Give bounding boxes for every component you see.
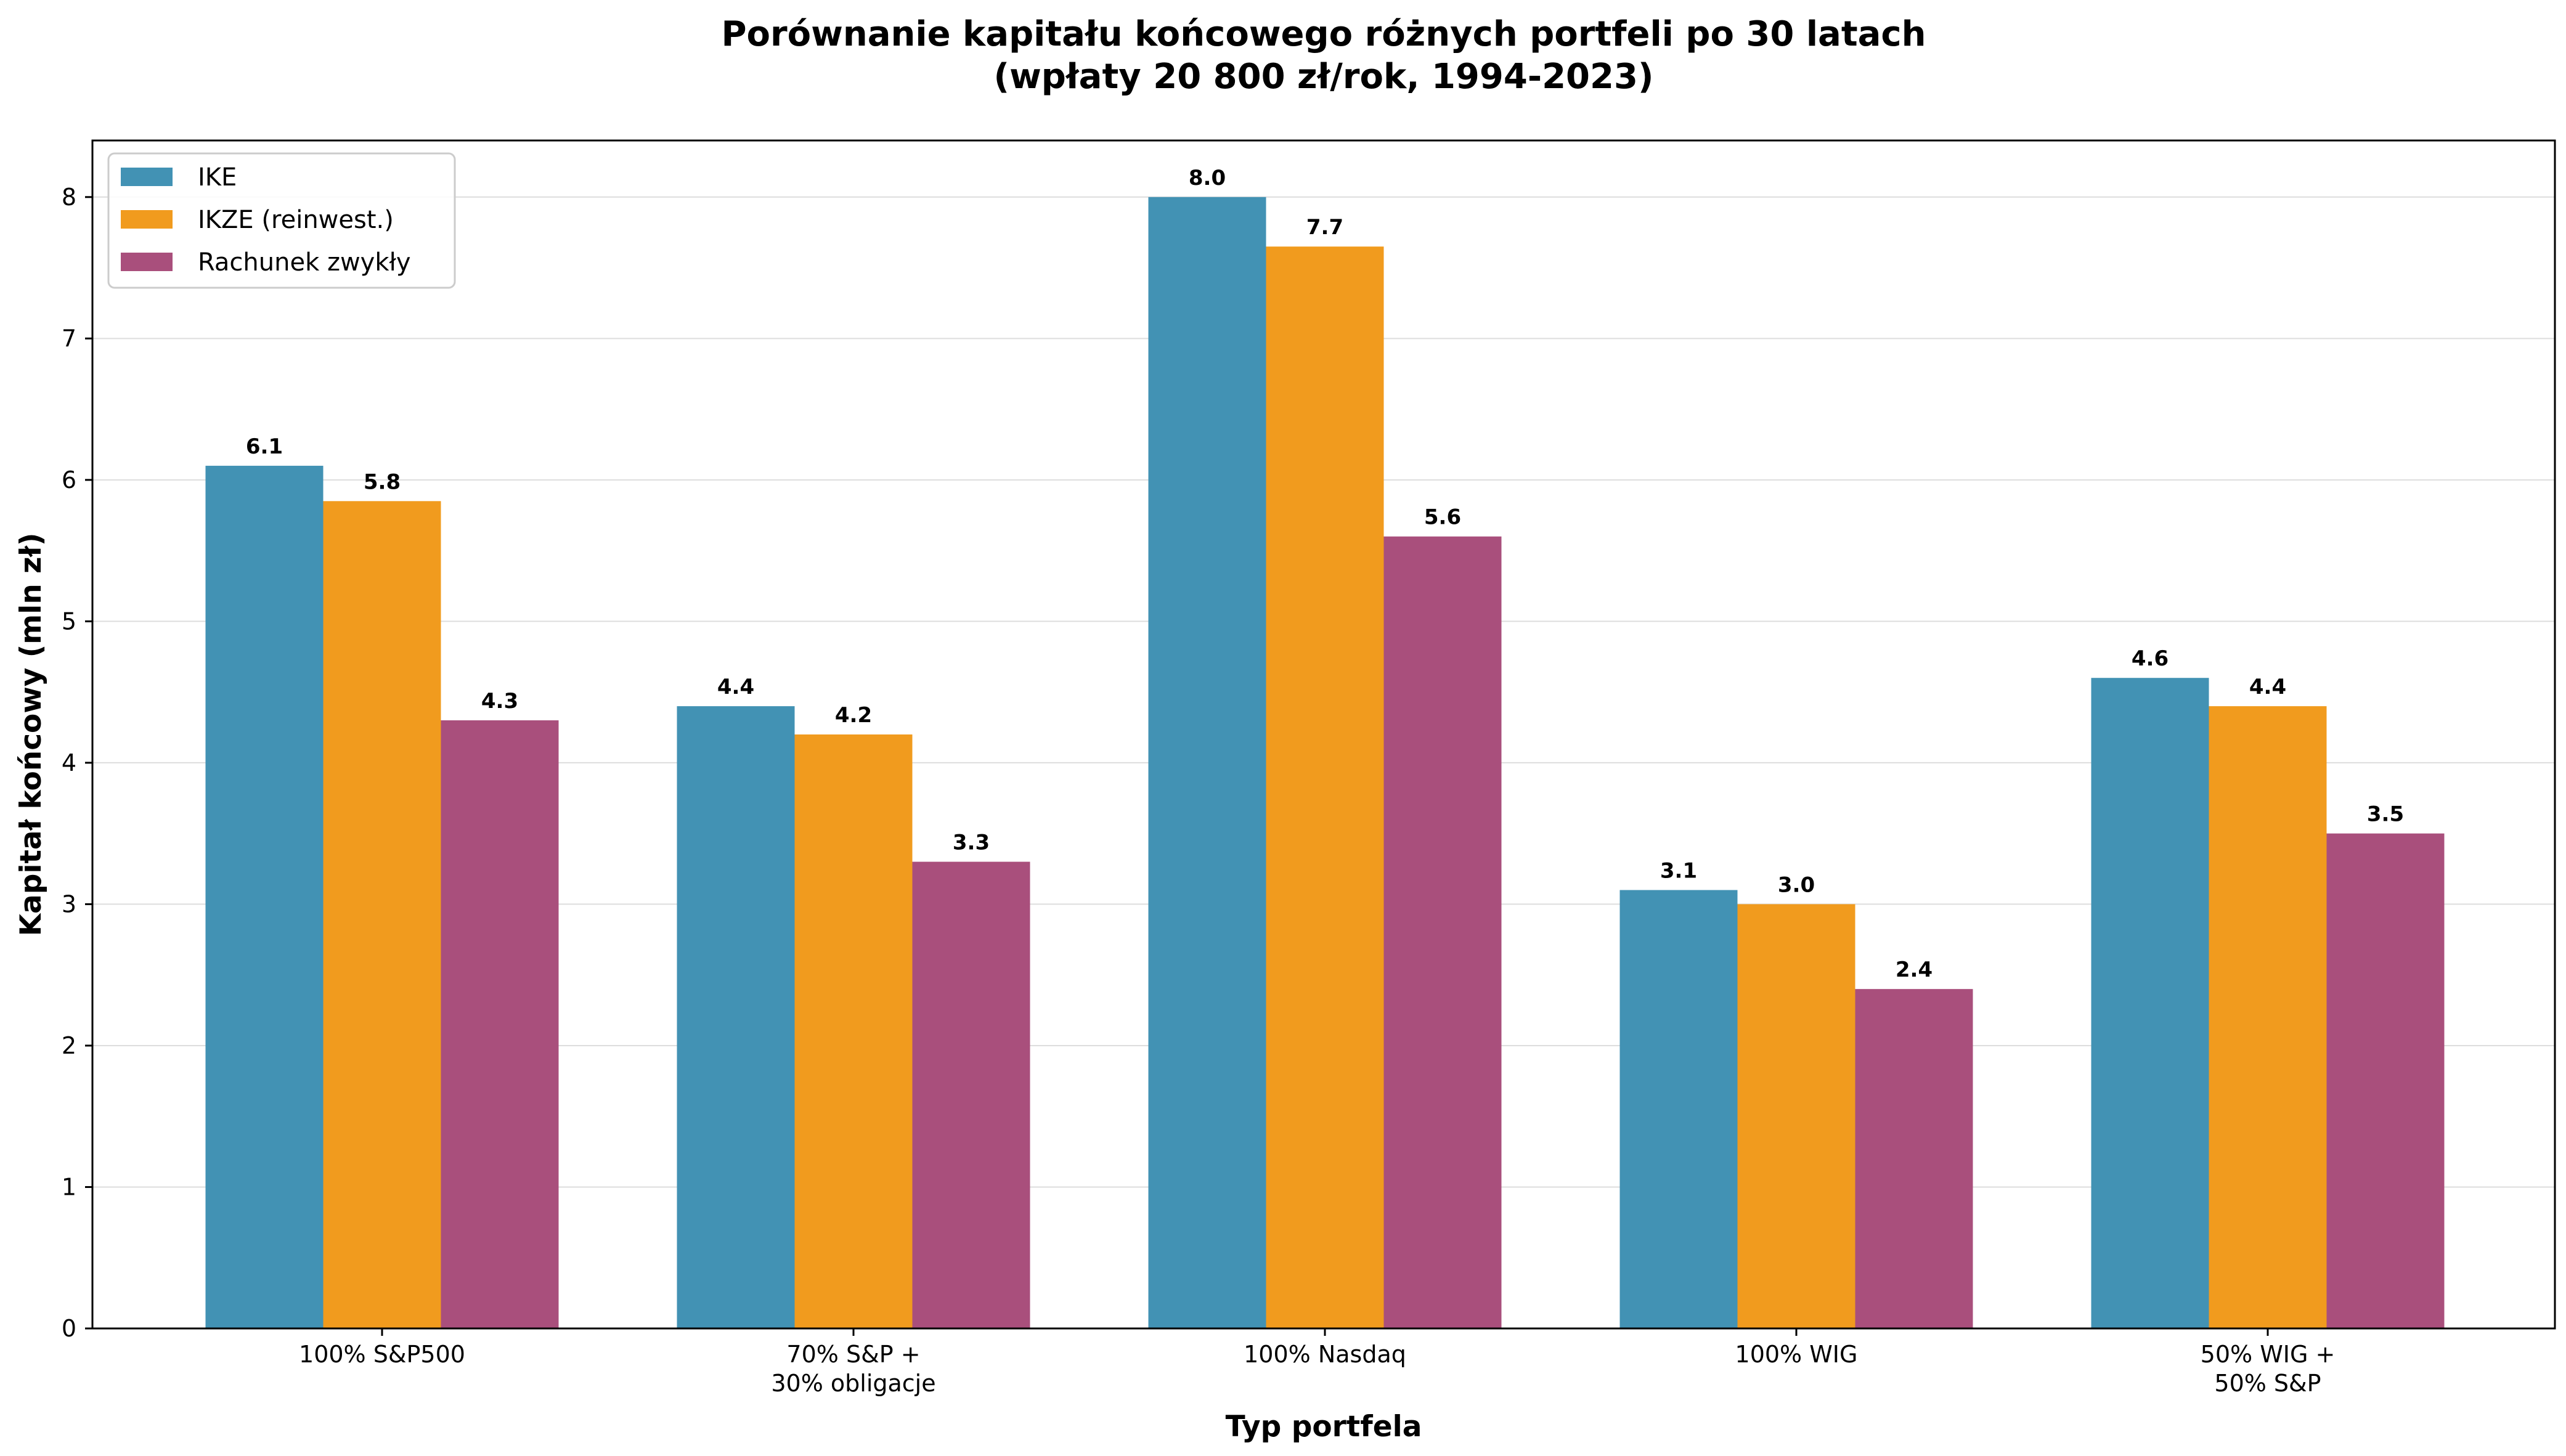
bar-value-label: 4.2 (835, 703, 872, 728)
x-tick-label: 50% S&P (2214, 1370, 2321, 1397)
x-tick-label: 100% Nasdaq (1244, 1341, 1406, 1368)
bar (205, 465, 324, 1328)
y-tick-label: 0 (62, 1315, 76, 1342)
bar-value-label: 4.6 (2132, 646, 2169, 671)
bar (1383, 536, 1502, 1328)
x-tick-label: 30% obligacje (771, 1370, 935, 1397)
legend-label: IKE (198, 163, 237, 192)
bar-value-label: 8.0 (1189, 166, 1226, 190)
bar (1737, 904, 1855, 1328)
x-tick-label: 100% S&P500 (299, 1341, 465, 1368)
legend-label: Rachunek zwykły (198, 248, 411, 277)
bar (441, 720, 559, 1328)
y-tick-label: 3 (62, 890, 76, 917)
bar (794, 734, 913, 1328)
bar-value-label: 5.8 (364, 470, 401, 494)
bar-value-label: 6.1 (246, 434, 283, 459)
legend-box (107, 152, 456, 289)
bars (205, 197, 2445, 1329)
bar (912, 861, 1030, 1328)
x-axis-label: Typ portfela (1226, 1410, 1422, 1444)
x-tick-label: 70% S&P + (786, 1341, 920, 1368)
bar-value-label: 3.1 (1660, 858, 1697, 883)
y-tick-label: 2 (62, 1032, 76, 1059)
bar-value-label: 7.7 (1306, 215, 1343, 240)
bar (1148, 197, 1266, 1328)
bar (1619, 890, 1738, 1328)
bar (1266, 246, 1384, 1329)
bar-value-label: 3.0 (1778, 872, 1815, 897)
chart-subtitle: (wpłaty 20 800 zł/rok, 1994-2023) (993, 57, 1653, 97)
y-axis-ticks: 0 1 2 3 4 5 6 7 8 (62, 184, 92, 1342)
x-tick-label: 100% WIG (1735, 1341, 1858, 1368)
data-labels: 6.1 5.8 4.3 4.4 4.2 3.3 8.0 7.7 5.6 3.1 3.0 2.4 4.6 4… (246, 166, 2404, 982)
legend-swatch (121, 210, 173, 229)
legend: IKE IKZE (reinwest.) Rachunek zwykły (107, 152, 456, 289)
legend-label: IKZE (reinwest.) (198, 206, 394, 234)
bar (2209, 706, 2327, 1328)
y-tick-label: 6 (62, 466, 76, 494)
y-tick-label: 7 (62, 325, 76, 352)
legend-swatch (121, 168, 173, 186)
bar (323, 501, 441, 1329)
y-tick-label: 5 (62, 608, 76, 635)
bar (677, 706, 795, 1328)
bar-value-label: 3.3 (953, 831, 990, 855)
bar-value-label: 5.6 (1424, 505, 1461, 530)
plot-area-frame (91, 139, 2556, 1330)
bar-value-label: 4.3 (481, 689, 518, 714)
bar-value-label: 2.4 (1896, 958, 1933, 982)
bar-value-label: 4.4 (717, 675, 754, 699)
y-tick-label: 1 (62, 1173, 76, 1200)
y-tick-label: 8 (62, 184, 76, 211)
x-axis-ticks: 100% S&P500 70% S&P +30% obligacje 100% Na… (299, 1328, 2335, 1397)
bar (2326, 833, 2445, 1328)
bar-value-label: 4.4 (2249, 675, 2286, 699)
bar (1855, 989, 1973, 1328)
y-axis-label: Kapitał końcowy (mln zł) (14, 533, 48, 937)
y-tick-label: 4 (62, 749, 76, 776)
legend-swatch (121, 253, 173, 271)
x-tick-label: 50% WIG + (2201, 1341, 2336, 1368)
bar (2091, 678, 2209, 1328)
bar-value-label: 3.5 (2367, 802, 2404, 827)
chart-title: Porównanie kapitału końcowego różnych po… (722, 14, 1926, 54)
